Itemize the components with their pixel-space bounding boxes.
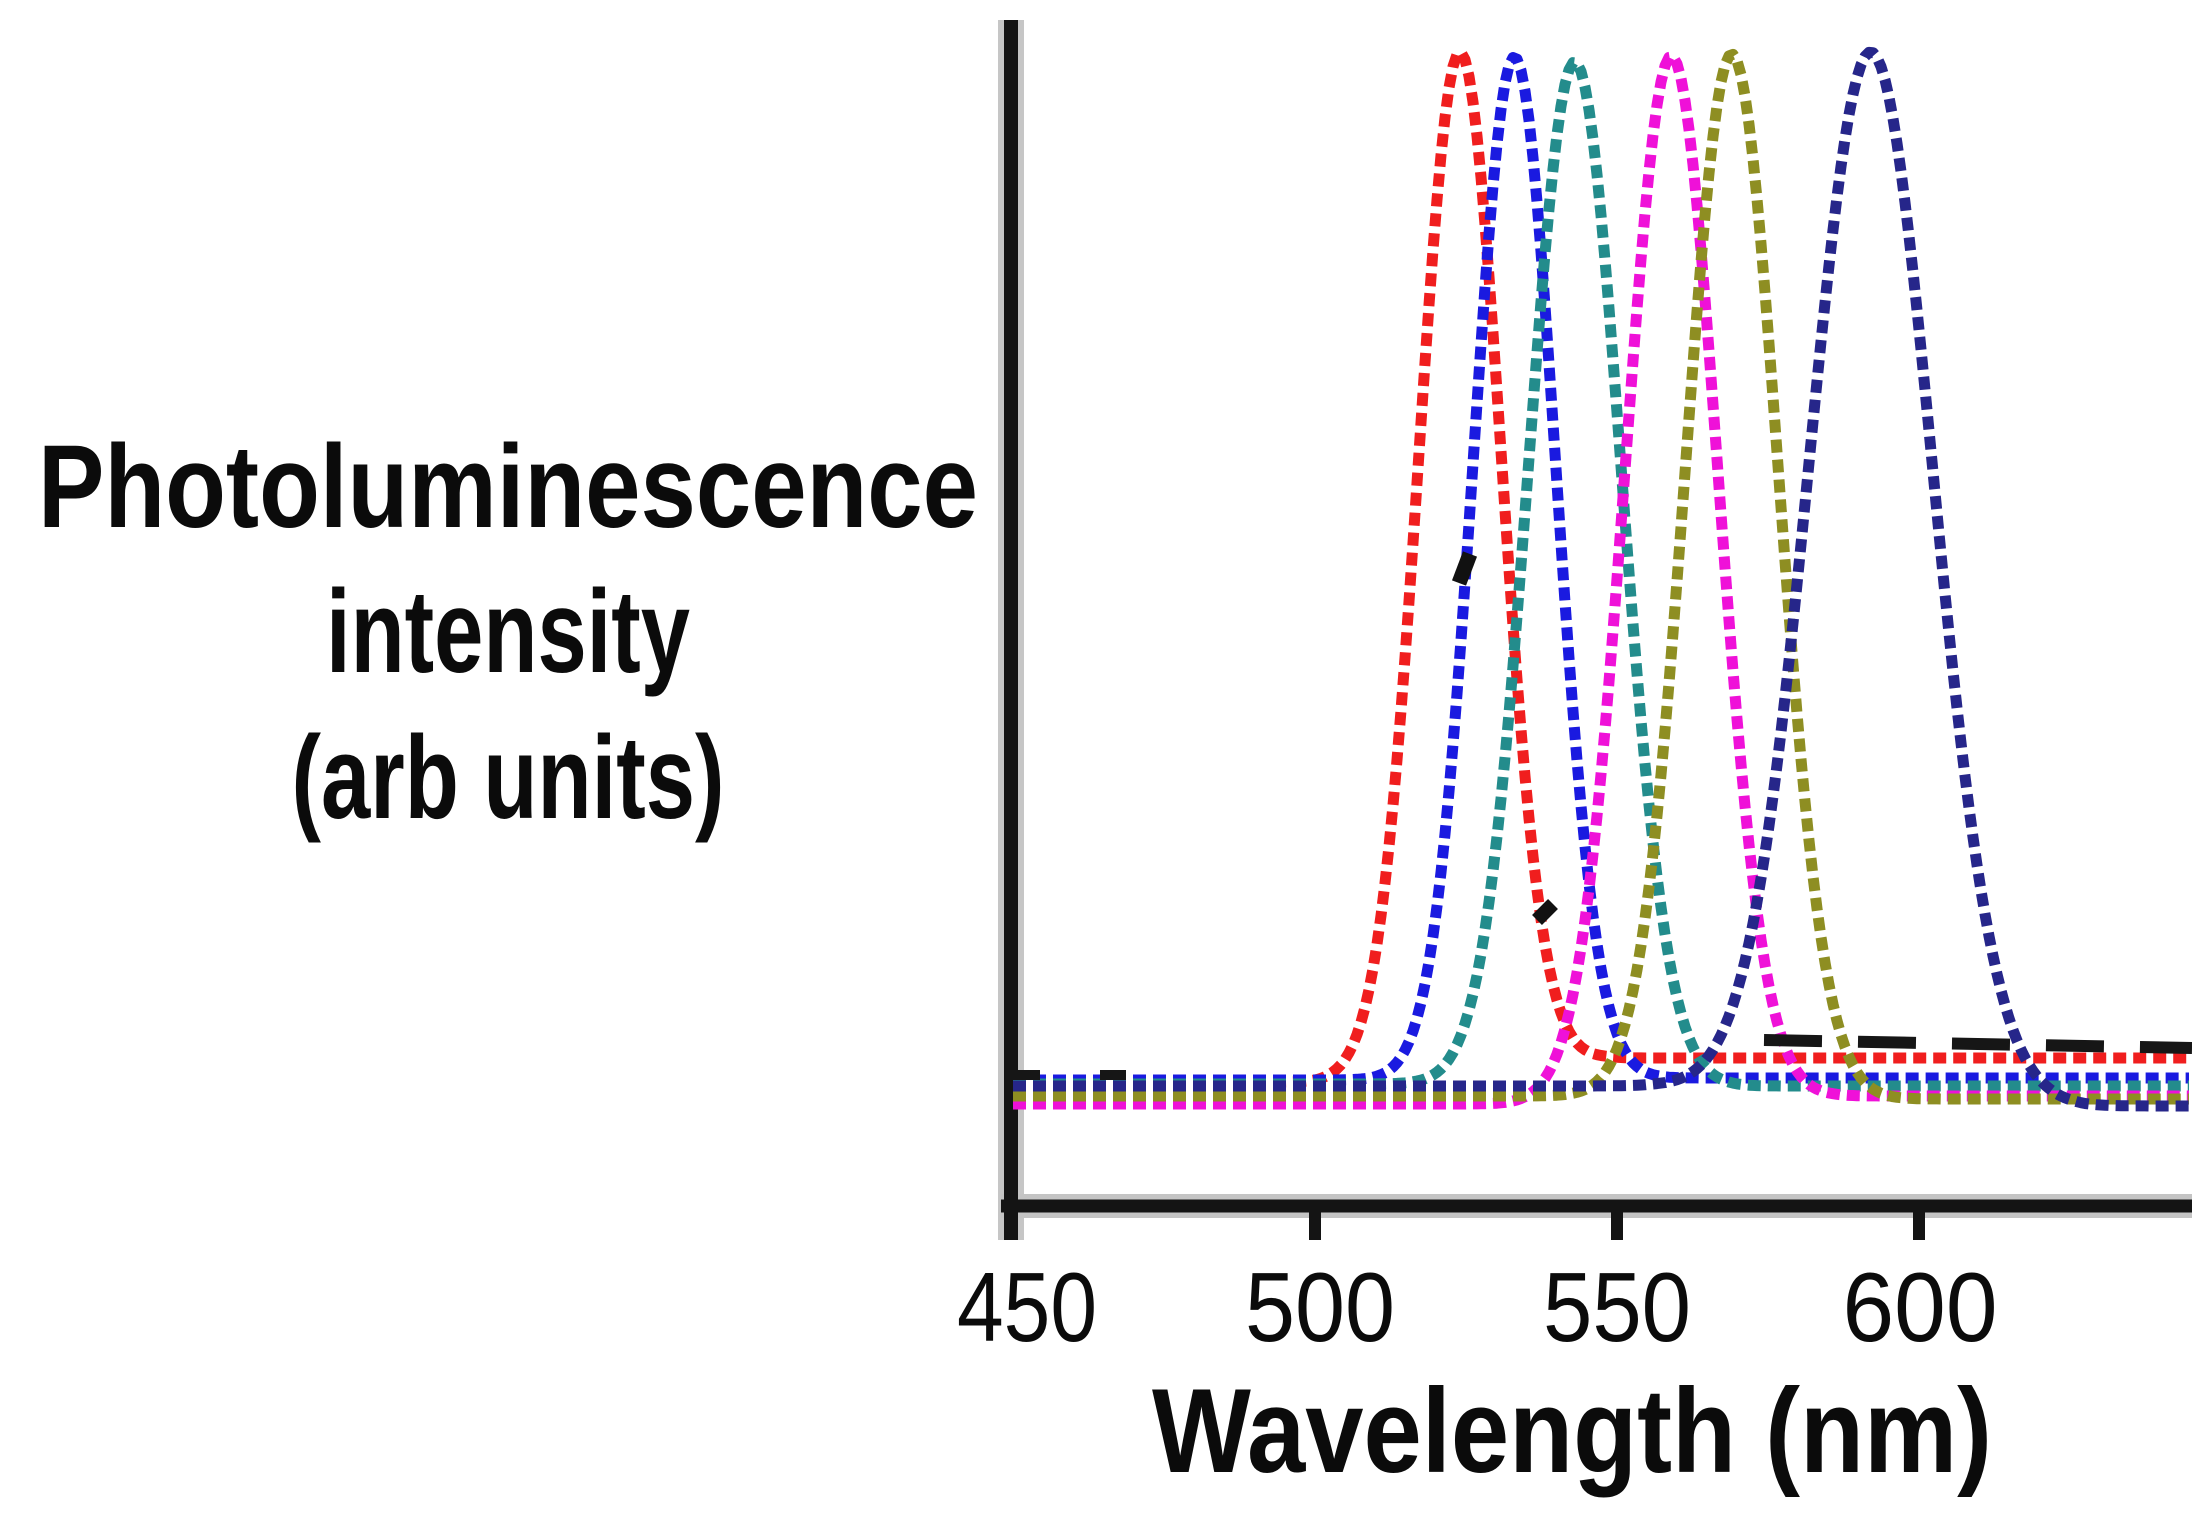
x-axis-title: Wavelength (nm) <box>1152 1364 1992 1498</box>
y-axis-title-line-1: Photoluminescence <box>38 421 978 553</box>
black-dashed-tail-right <box>1763 1034 2192 1054</box>
artifact-marks <box>1005 551 2192 1080</box>
pl-spectrum-533nm-curve <box>1011 52 2191 1086</box>
x-tick-labels: 450 500 550 600 <box>957 1252 1998 1362</box>
x-tick-label-500: 500 <box>1245 1252 1395 1362</box>
y-axis-title-line-3: (arb units) <box>292 712 725 844</box>
black-artifact-mark-lower <box>1532 899 1558 925</box>
spectra-curves <box>1011 46 2191 1112</box>
pl-spectrum-524nm-curve <box>1011 46 2191 1088</box>
black-artifact-mark-upper <box>1451 551 1478 586</box>
y-axis-title-line-2: intensity <box>326 566 690 698</box>
y-axis-title: Photoluminescence intensity (arb units) <box>38 421 978 844</box>
pl-spectrum-569nm-curve <box>1011 48 2191 1105</box>
x-tick-label-600: 600 <box>1843 1252 1998 1362</box>
axes <box>998 20 2192 1240</box>
pl-spectrum-592nm-curve <box>1011 46 2191 1112</box>
x-tick-label-450: 450 <box>957 1252 1097 1362</box>
x-tick-label-550: 550 <box>1543 1252 1691 1362</box>
pl-spectrum-543nm-curve <box>1011 57 2191 1092</box>
